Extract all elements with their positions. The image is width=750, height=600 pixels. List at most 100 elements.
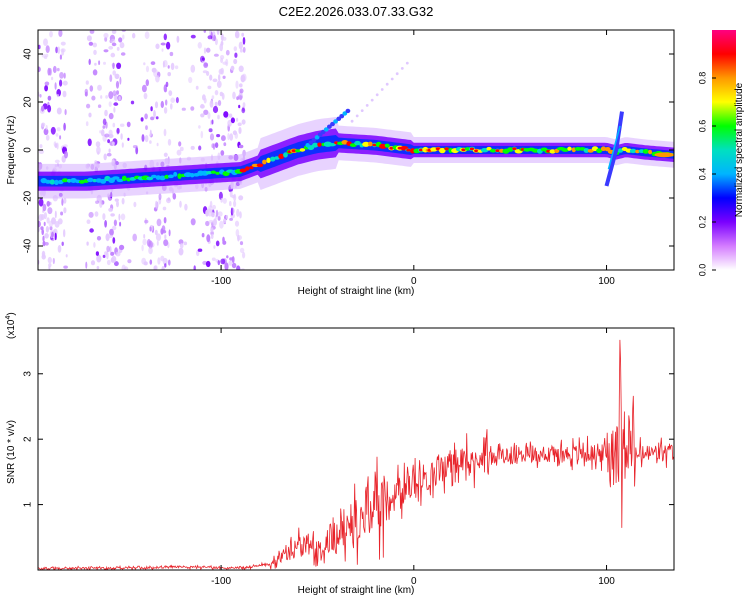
noise-speck [197,248,203,252]
noise-speck [160,42,166,46]
noise-speck [210,233,214,240]
noise-speck [242,251,246,259]
noise-speck [50,126,56,135]
noise-speck [110,213,115,217]
ridge-peak [474,149,479,153]
noise-speck [217,114,220,120]
noise-speck [233,193,237,202]
colorbar-tick-label: 0.8 [697,72,707,85]
noise-speck [198,145,202,151]
noise-speck [224,262,229,270]
noise-speck [207,112,211,119]
ridge-blob [486,146,492,151]
noise-speck [143,261,148,266]
noise-speck [156,240,159,246]
noise-speck [116,62,122,69]
ridge-end [654,152,674,158]
ridge-blob [617,148,624,153]
noise-speck [97,151,100,155]
noise-speck [103,61,106,65]
noise-speck [236,117,239,122]
branch-faint [400,67,404,70]
noise-speck [216,80,222,89]
ridge-blob [49,179,56,185]
ridge-blob [283,152,288,158]
noise-speck [115,80,120,89]
noise-speck [113,107,116,113]
noise-speck [112,225,117,231]
branch-faint [370,98,374,102]
noise-speck [88,211,94,218]
ridge-blob [278,153,285,159]
noise-speck [39,94,42,98]
noise-speck [84,88,89,95]
noise-speck [163,239,169,247]
noise-speck [96,254,102,263]
noise-speck [90,260,96,266]
noise-speck [97,84,102,91]
ridge-peak [418,148,424,152]
noise-speck [95,251,99,256]
ridge-blob [159,175,166,181]
snr-ytick-label: 1 [23,501,34,507]
spectrogram-noise [38,30,247,270]
noise-speck [143,92,148,100]
noise-speck [38,66,41,73]
noise-speck [163,107,168,114]
ridge-blob [489,148,497,153]
noise-speck [217,100,222,106]
noise-speck [168,90,173,96]
ridge-blob [215,171,220,175]
ridge-blob [262,159,267,165]
noise-speck [116,200,119,208]
noise-speck [48,220,53,228]
ridge-blob [87,177,94,183]
noise-speck [157,257,161,265]
noise-speck [100,129,105,137]
noise-speck [49,226,53,231]
noise-speck [45,134,50,141]
ridge-blob [642,149,650,154]
noise-speck [113,102,119,106]
noise-speck [206,234,211,243]
noise-speck [201,57,205,61]
noise-speck [42,203,47,212]
noise-speck [40,214,45,220]
noise-speck [38,198,44,207]
ridge-blob [168,174,174,179]
spectrogram-panel: -100 0 100 -40 -20 0 20 40 Height of straight l… [6,29,675,297]
branch-blob [327,124,332,129]
ridge-blob [328,143,336,147]
branch-faint [375,93,379,97]
noise-speck [220,150,225,156]
noise-speck [214,142,219,149]
noise-speck [238,195,244,201]
noise-speck [201,233,205,238]
noise-speck [96,266,100,270]
noise-speck [87,138,92,147]
ridge-blob [362,141,370,147]
noise-speck [85,261,88,269]
noise-speck [155,233,162,241]
ridge-blob [210,170,216,174]
ridge-blob [164,174,170,179]
ridge-blob [146,176,154,181]
ridge-blob [635,149,640,154]
noise-speck [235,33,240,39]
noise-speck [216,30,220,35]
noise-speck [122,34,125,40]
ridge-peak [461,148,466,152]
noise-speck [62,229,66,238]
spectrogram-features [305,61,674,187]
ridge-blob [256,163,264,168]
noise-speck [209,100,214,108]
noise-speck [119,123,125,127]
noise-speck [118,213,121,221]
noise-speck [96,236,102,241]
snr-scale-label: (x104) [5,312,17,339]
noise-speck [132,32,136,39]
snr-ylabel: SNR (10 * v/v) [6,420,17,484]
noise-speck [208,219,214,224]
noise-speck [227,119,232,127]
noise-speck [190,34,196,39]
